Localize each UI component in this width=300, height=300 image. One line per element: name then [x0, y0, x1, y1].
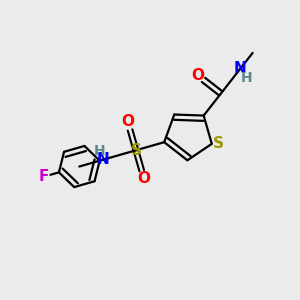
- Text: H: H: [94, 144, 106, 158]
- Text: H: H: [241, 71, 253, 85]
- Text: O: O: [191, 68, 204, 83]
- Text: S: S: [130, 143, 141, 158]
- Text: O: O: [121, 115, 134, 130]
- Text: N: N: [234, 61, 247, 76]
- Text: N: N: [96, 152, 109, 167]
- Text: O: O: [137, 171, 151, 186]
- Text: F: F: [38, 169, 49, 184]
- Text: S: S: [213, 136, 224, 151]
